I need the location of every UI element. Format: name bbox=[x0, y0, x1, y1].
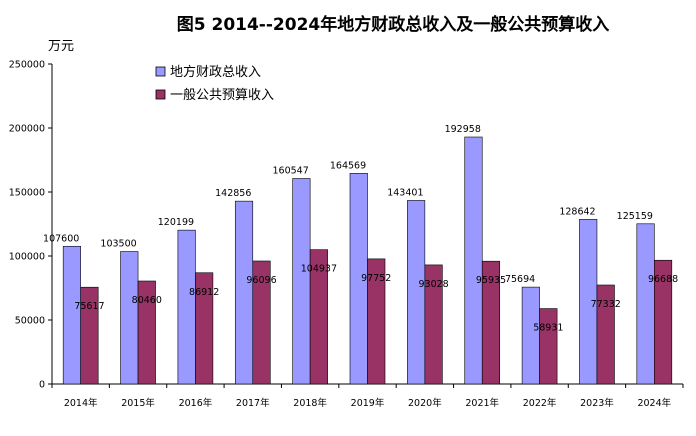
bar-series-2 bbox=[596, 284, 615, 385]
data-label-series-1: 75694 bbox=[505, 274, 535, 285]
legend-swatch-series-2 bbox=[155, 89, 166, 100]
bar-series-1 bbox=[177, 229, 196, 385]
y-axis-unit-label: 万元 bbox=[48, 39, 74, 54]
bar-series-1 bbox=[407, 200, 426, 385]
y-tick-label: 0 bbox=[39, 380, 45, 391]
bar-series-2 bbox=[481, 260, 501, 385]
bar-series-2 bbox=[252, 260, 271, 385]
legend: 地方财政总收入 一般公共预算收入 bbox=[155, 64, 274, 103]
bar-series-1 bbox=[120, 251, 139, 385]
x-tick-label: 2021年 bbox=[465, 397, 499, 409]
bar-series-1 bbox=[292, 178, 311, 385]
x-tick-label: 2023年 bbox=[580, 397, 614, 409]
x-axis-ticks: 2014年 2015年 2016年 2017年 2018年 2019年 2020年 2021年… bbox=[51, 384, 684, 409]
bar-series-1 bbox=[521, 286, 540, 385]
y-tick-label: 50000 bbox=[15, 316, 45, 327]
y-tick-label: 250000 bbox=[9, 60, 45, 71]
x-tick-label: 2016年 bbox=[179, 397, 213, 409]
data-label-series-2: 80460 bbox=[132, 295, 162, 306]
x-tick-label: 2019年 bbox=[351, 397, 385, 409]
bar-series-1 bbox=[62, 245, 81, 385]
data-label-series-2: 93028 bbox=[418, 279, 448, 290]
y-tick-label: 150000 bbox=[9, 188, 45, 199]
data-label-series-1: 164569 bbox=[330, 160, 366, 171]
chart-title: 图5 2014--2024年地方财政总收入及一般公共预算收入 bbox=[177, 14, 610, 35]
x-tick-label: 2024年 bbox=[637, 397, 671, 409]
data-labels: 107600 103500 120199 142856 160547 164569 1434… bbox=[43, 124, 678, 334]
data-label-series-1: 107600 bbox=[43, 233, 79, 244]
data-label-series-1: 128642 bbox=[559, 206, 595, 217]
data-label-series-1: 125159 bbox=[617, 211, 653, 222]
x-tick-label: 2017年 bbox=[236, 397, 270, 409]
bars bbox=[62, 136, 673, 385]
y-tick-label: 200000 bbox=[9, 124, 45, 135]
bar-series-1 bbox=[464, 136, 483, 385]
data-label-series-1: 143401 bbox=[387, 187, 423, 198]
data-label-series-2: 77332 bbox=[591, 299, 621, 310]
data-label-series-2: 95935 bbox=[476, 275, 506, 286]
bar-series-2 bbox=[539, 308, 558, 385]
bar-series-1 bbox=[636, 223, 655, 385]
bar-series-2 bbox=[195, 272, 214, 385]
data-label-series-1: 142856 bbox=[215, 188, 251, 199]
x-tick-label: 2022年 bbox=[523, 397, 557, 409]
data-label-series-2: 96096 bbox=[246, 275, 276, 286]
data-label-series-2: 104937 bbox=[301, 264, 337, 275]
y-tick-label: 100000 bbox=[9, 252, 45, 263]
y-axis-ticks: 0 50000 100000 150000 200000 250000 bbox=[9, 60, 52, 391]
bar-series-1 bbox=[234, 200, 254, 385]
legend-label-series-2: 一般公共预算收入 bbox=[170, 87, 274, 103]
data-label-series-1: 103500 bbox=[100, 239, 136, 250]
data-label-series-1: 120199 bbox=[158, 217, 194, 228]
data-label-series-2: 96688 bbox=[648, 274, 678, 285]
bar-series-2 bbox=[367, 258, 386, 385]
x-tick-label: 2018年 bbox=[293, 397, 327, 409]
legend-swatch-series-1 bbox=[155, 66, 166, 77]
bar-series-2 bbox=[309, 249, 328, 385]
bar-series-2 bbox=[137, 280, 156, 385]
bar-series-2 bbox=[80, 286, 99, 385]
data-label-series-2: 86912 bbox=[189, 287, 219, 298]
legend-label-series-1: 地方财政总收入 bbox=[170, 64, 261, 80]
x-tick-label: 2015年 bbox=[121, 397, 155, 409]
data-label-series-1: 160547 bbox=[273, 165, 309, 176]
x-tick-label: 2020年 bbox=[408, 397, 442, 409]
data-label-series-2: 75617 bbox=[74, 301, 104, 312]
bar-series-2 bbox=[654, 259, 673, 385]
bar-series-2 bbox=[424, 264, 443, 385]
data-label-series-2: 58931 bbox=[533, 323, 563, 334]
x-tick-label: 2014年 bbox=[64, 397, 98, 409]
data-label-series-1: 192958 bbox=[445, 124, 481, 135]
data-label-series-2: 97752 bbox=[361, 273, 391, 284]
